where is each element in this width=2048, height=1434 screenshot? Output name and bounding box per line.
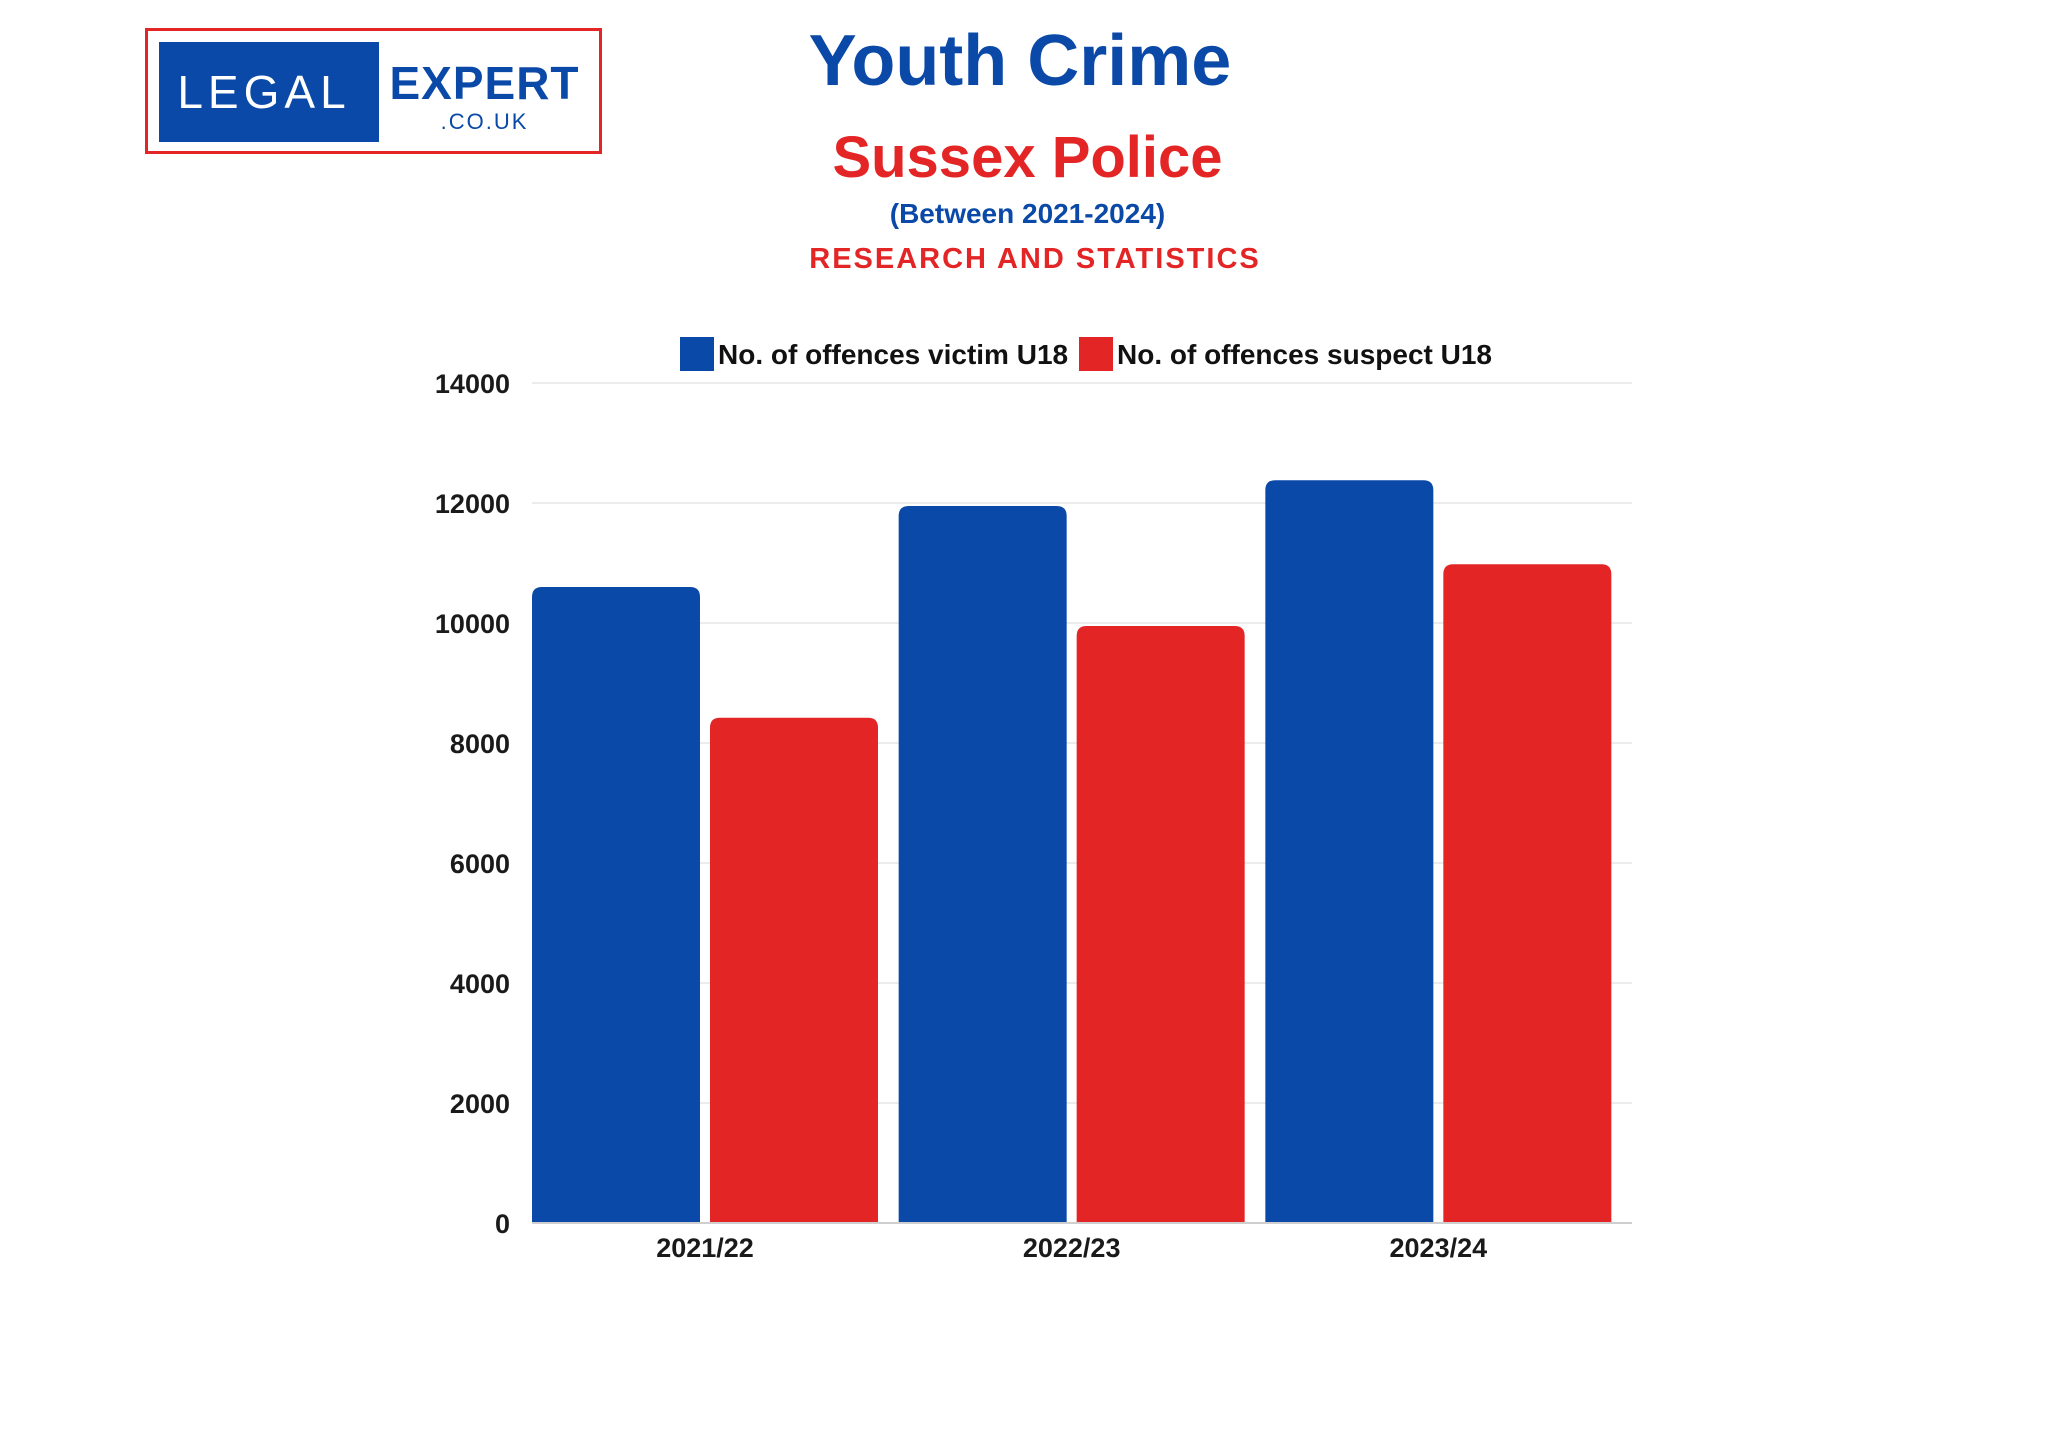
legend-swatch	[680, 337, 714, 371]
y-tick-label: 12000	[435, 489, 510, 519]
chart-title: Youth Crime	[808, 21, 1232, 101]
logo-word-legal: LEGAL	[177, 66, 351, 118]
bar	[1265, 480, 1434, 1223]
legend-label: No. of offences suspect U18	[1117, 339, 1492, 370]
x-tick-label: 2023/24	[1390, 1233, 1488, 1263]
x-tick-label: 2022/23	[1023, 1233, 1121, 1263]
y-tick-label: 10000	[435, 609, 510, 639]
bar	[710, 717, 878, 1223]
legend-swatch	[1079, 337, 1113, 371]
bar	[1443, 564, 1612, 1223]
logo-word-expert: EXPERT	[389, 57, 580, 109]
chart-tagline: RESEARCH AND STATISTICS	[809, 243, 1261, 275]
bar	[1076, 626, 1245, 1223]
legend-label: No. of offences victim U18	[718, 339, 1068, 370]
bar	[532, 587, 700, 1223]
logo-white-panel: EXPERT .CO.UK	[379, 42, 590, 142]
chart-period: (Between 2021-2024)	[889, 198, 1166, 229]
bar	[898, 506, 1067, 1223]
y-tick-label: 6000	[450, 849, 510, 879]
chart-subtitle: Sussex Police	[832, 125, 1223, 190]
logo-blue-panel: LEGAL EXPERT .CO.UK	[159, 42, 590, 142]
y-tick-label: 8000	[450, 729, 510, 759]
y-tick-label: 4000	[450, 969, 510, 999]
legal-expert-logo: LEGAL EXPERT .CO.UK	[145, 28, 602, 154]
x-tick-label: 2021/22	[656, 1233, 754, 1263]
y-tick-label: 2000	[450, 1089, 510, 1119]
y-tick-label: 0	[495, 1209, 510, 1239]
logo-domain: .CO.UK	[440, 109, 529, 134]
y-tick-label: 14000	[435, 369, 510, 399]
